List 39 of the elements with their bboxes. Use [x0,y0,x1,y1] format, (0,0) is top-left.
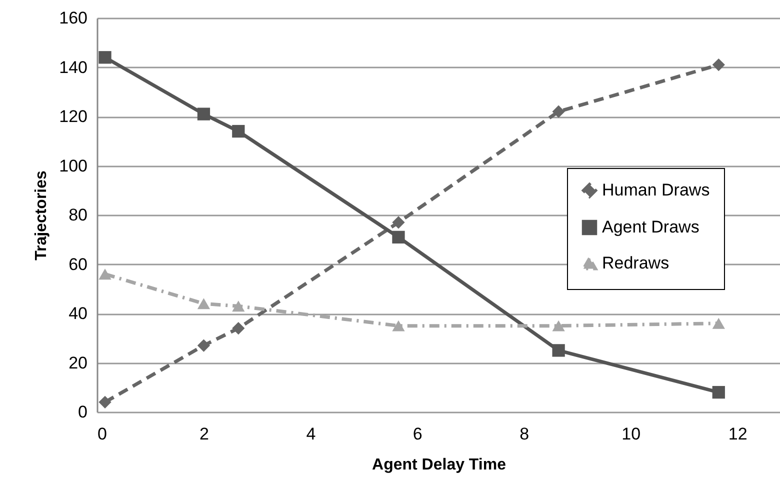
point [232,300,245,312]
point [552,344,565,357]
point [392,230,405,244]
point [392,216,405,229]
x-tick-label: 12 [728,424,748,444]
x-tick-label: 6 [412,424,422,444]
y-tick-label: 40 [68,304,88,323]
y-tick-label: 60 [68,254,88,274]
x-tick-label: 0 [98,424,107,444]
y-tick-label: 160 [59,8,88,28]
x-tick-label: 2 [199,424,209,444]
y-tick-label: 0 [78,402,88,422]
x-tick-label: 8 [520,424,530,444]
point [392,320,405,332]
x-tick-label: 4 [306,424,316,444]
point [232,322,245,335]
point [712,318,725,329]
point [197,298,210,310]
y-tick-label: 120 [59,107,88,126]
point [98,51,112,64]
x-tick-label: 10 [622,424,641,444]
legend-label: Agent Draws [602,218,700,236]
point [552,105,565,118]
point [712,58,725,72]
legend-label: Human Draws [602,180,710,200]
y-tick-label: 20 [68,353,88,372]
point [552,320,565,332]
y-tick-label: 140 [59,58,88,77]
y-tick-label: 100 [59,156,88,176]
point [232,124,245,138]
point [197,339,210,352]
point [197,108,210,120]
x-axis-title: Agent Delay Time [372,456,506,474]
y-tick-label: 80 [68,206,88,224]
point [712,386,725,399]
legend-label: Redraws [602,254,670,272]
point [98,396,112,408]
y-axis-title: Trajectories [33,170,50,260]
point [98,268,112,280]
